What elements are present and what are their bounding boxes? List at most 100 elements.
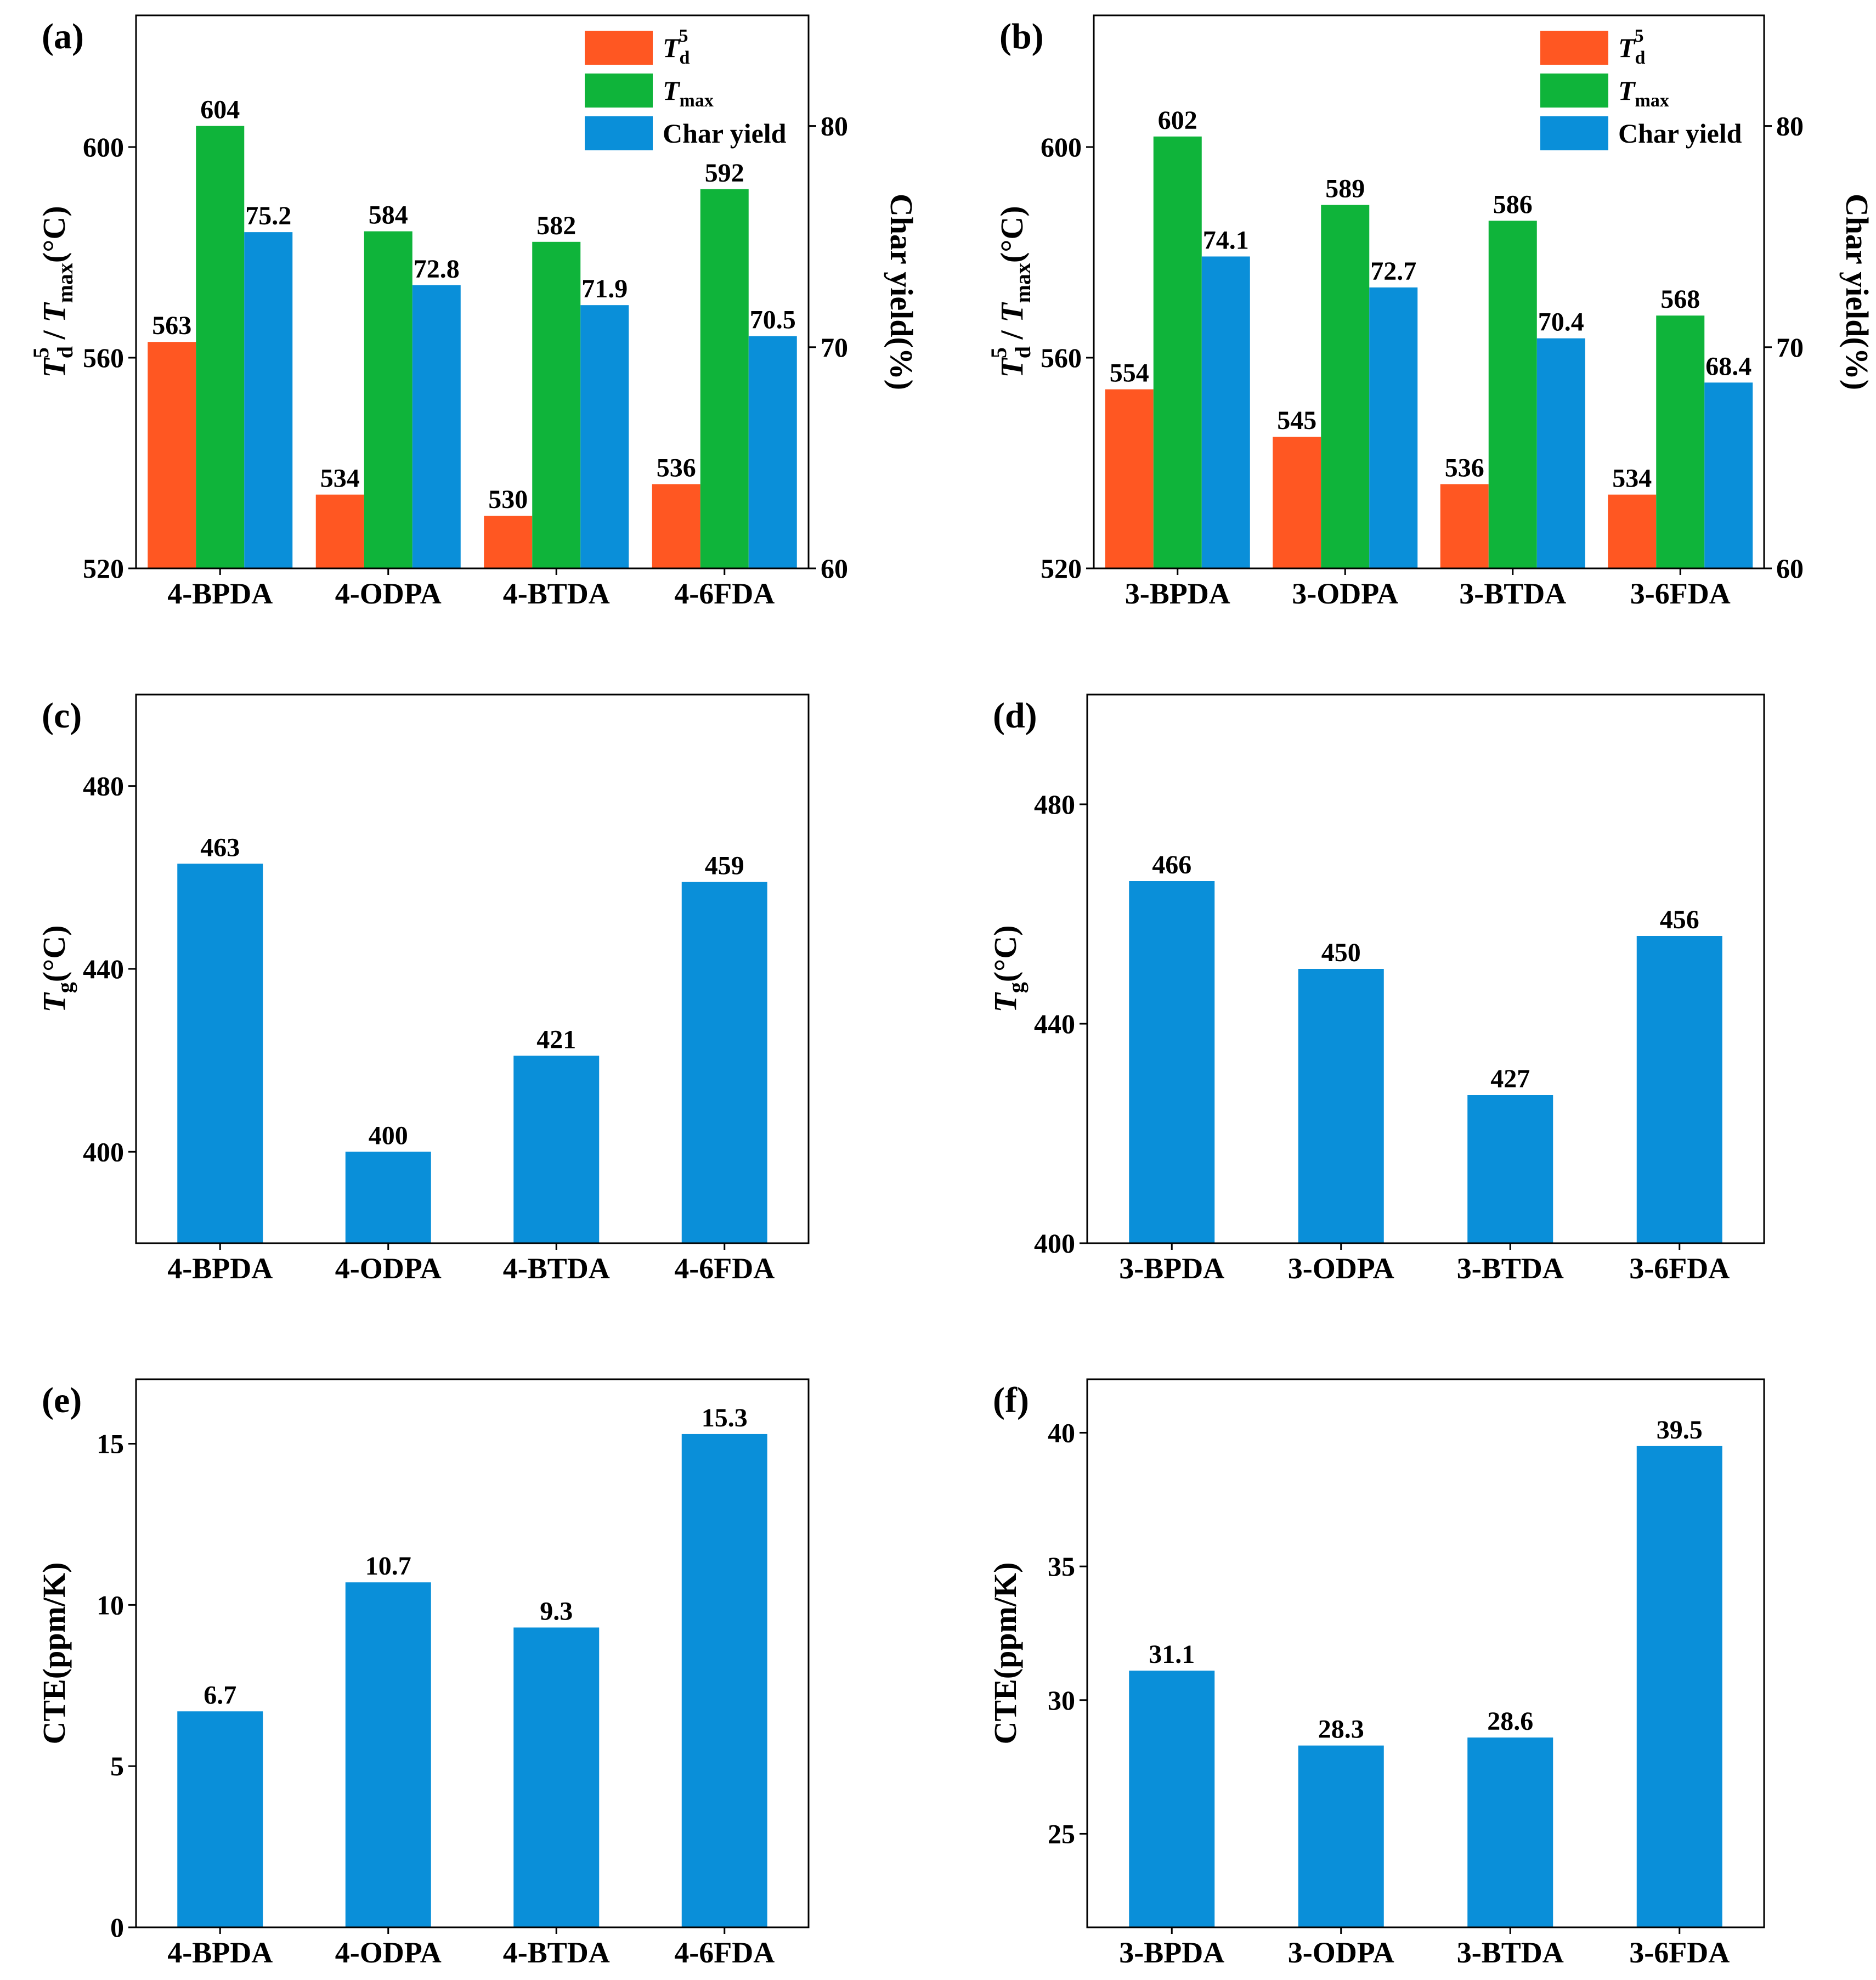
y-tick-label: 10 <box>97 1589 124 1620</box>
bar-char_yield <box>580 305 629 568</box>
x-category-label: 3-BPDA <box>1119 1252 1224 1285</box>
x-category-label: 4-BPDA <box>167 1252 273 1285</box>
y-tick-label: 5 <box>110 1751 124 1781</box>
bar-tmax <box>1488 221 1537 568</box>
data-label: 6.7 <box>204 1680 236 1710</box>
bar-td5 <box>148 342 196 568</box>
bar-char_yield <box>1704 382 1753 568</box>
legend-entry-tmax: Tmax <box>1618 75 1669 111</box>
x-category-label: 3-BTDA <box>1457 1252 1564 1285</box>
chart-panel-a: 563 534 530 536 604 584 582 592 75.2 72.8 71.9 70.5… <box>29 14 919 610</box>
data-label-char_yield: 75.2 <box>245 201 291 230</box>
data-label-td5: 545 <box>1277 406 1316 435</box>
x-category-label: 4-BTDA <box>503 1252 610 1285</box>
bar-char_yield <box>1369 287 1418 568</box>
data-label: 400 <box>369 1121 408 1150</box>
y-tick-label: 15 <box>97 1429 124 1459</box>
legend-swatch-tmax <box>585 74 653 108</box>
legend-entry-tmax: Tmax <box>663 75 714 111</box>
y-tick-label: 480 <box>83 771 124 802</box>
bar-tmax <box>532 241 581 568</box>
bar-td5 <box>315 494 364 568</box>
data-label-char_yield: 71.9 <box>581 274 628 303</box>
x-category-label: 3-6FDA <box>1629 1252 1730 1285</box>
data-label: 28.6 <box>1487 1707 1533 1736</box>
data-label-char_yield: 74.1 <box>1203 225 1249 255</box>
chart-panel-f: 31.1 28.3 28.6 39.5 (f) 25 30 35 40 3-BPDA 3-ODPA 3… <box>987 1378 1765 1969</box>
plot-frame <box>1086 693 1765 1244</box>
x-category-label: 3-ODPA <box>1288 1936 1394 1969</box>
bar-td5 <box>1105 389 1154 568</box>
y-axis-label: Td5 / Tmax(°C) <box>986 206 1035 377</box>
data-label: 9.3 <box>540 1597 573 1626</box>
data-label-char_yield: 72.8 <box>414 255 460 284</box>
bar-tmax <box>1656 315 1705 568</box>
bar <box>513 1056 600 1243</box>
bar-tmax <box>196 126 245 569</box>
data-label-char_yield: 70.4 <box>1538 308 1584 337</box>
legend-swatch-char_yield <box>585 116 653 150</box>
x-category-label: 3-6FDA <box>1629 1936 1730 1969</box>
chart-panel-d: 466 450 427 456 (d) 400 440 480 3-BPDA 3-ODPA 3-BT… <box>987 693 1765 1285</box>
bar-tmax <box>700 189 749 568</box>
data-label: 28.3 <box>1318 1715 1364 1744</box>
data-label-tmax: 568 <box>1660 285 1700 314</box>
y-tick-label: 30 <box>1048 1685 1075 1716</box>
y-tick-label: 40 <box>1048 1417 1075 1448</box>
bar-td5 <box>652 484 700 568</box>
data-label-tmax: 589 <box>1325 174 1365 204</box>
bar-td5 <box>484 516 533 568</box>
panel-label: (a) <box>42 16 84 57</box>
y2-tick-label: 60 <box>821 553 848 584</box>
data-label-tmax: 604 <box>200 95 240 125</box>
data-label: 427 <box>1490 1064 1530 1093</box>
x-category-label: 4-BTDA <box>503 577 610 610</box>
bar-td5 <box>1608 494 1657 568</box>
legend-entry-char_yield: Char yield <box>663 118 787 149</box>
x-category-label: 4-ODPA <box>335 577 442 610</box>
y-tick-label: 0 <box>110 1912 124 1943</box>
data-label-td5: 534 <box>1612 464 1652 493</box>
y2-tick-label: 70 <box>1776 332 1804 363</box>
legend-swatch-td5 <box>1540 31 1608 65</box>
bar-char_yield <box>244 232 293 568</box>
x-category-label: 4-6FDA <box>674 577 775 610</box>
y-axis-label: CTE(ppm/K) <box>36 1562 72 1745</box>
data-label-td5: 563 <box>152 311 191 340</box>
x-category-label: 3-BPDA <box>1119 1936 1224 1969</box>
bar <box>1636 1446 1722 1927</box>
plot-frame <box>135 14 810 569</box>
bar <box>681 1434 767 1927</box>
data-label: 463 <box>200 833 240 862</box>
bar <box>1467 1095 1553 1243</box>
y2-axis-label: Char yield(%) <box>884 194 919 390</box>
y-tick-label: 440 <box>1034 1008 1075 1039</box>
panel-label: (d) <box>993 696 1037 736</box>
data-label-td5: 530 <box>488 485 528 514</box>
legend-swatch-td5 <box>585 31 653 65</box>
x-category-label: 4-BPDA <box>167 1936 273 1969</box>
bar <box>177 864 263 1243</box>
legend-entry-char_yield: Char yield <box>1618 118 1742 149</box>
y-tick-label: 520 <box>83 553 124 584</box>
data-label-td5: 536 <box>657 453 696 482</box>
bar <box>681 882 767 1243</box>
y2-tick-label: 80 <box>821 111 848 142</box>
x-category-label: 3-ODPA <box>1288 1252 1394 1285</box>
panel-label: (c) <box>42 696 82 736</box>
bar <box>1298 1745 1384 1927</box>
bar-tmax <box>364 231 413 569</box>
bar <box>1129 881 1215 1243</box>
y-tick-label: 440 <box>83 954 124 984</box>
x-category-label: 4-ODPA <box>335 1936 442 1969</box>
bar <box>1129 1671 1215 1927</box>
y-tick-label: 600 <box>83 132 124 162</box>
y-tick-label: 560 <box>1041 342 1082 373</box>
data-label: 421 <box>536 1025 576 1054</box>
y-axis-label: Td5 / Tmax(°C) <box>29 206 77 377</box>
y-axis-label: Tg(°C) <box>36 925 77 1012</box>
bar <box>513 1627 600 1927</box>
x-category-label: 3-BTDA <box>1459 577 1566 610</box>
data-label-char_yield: 70.5 <box>750 306 796 335</box>
